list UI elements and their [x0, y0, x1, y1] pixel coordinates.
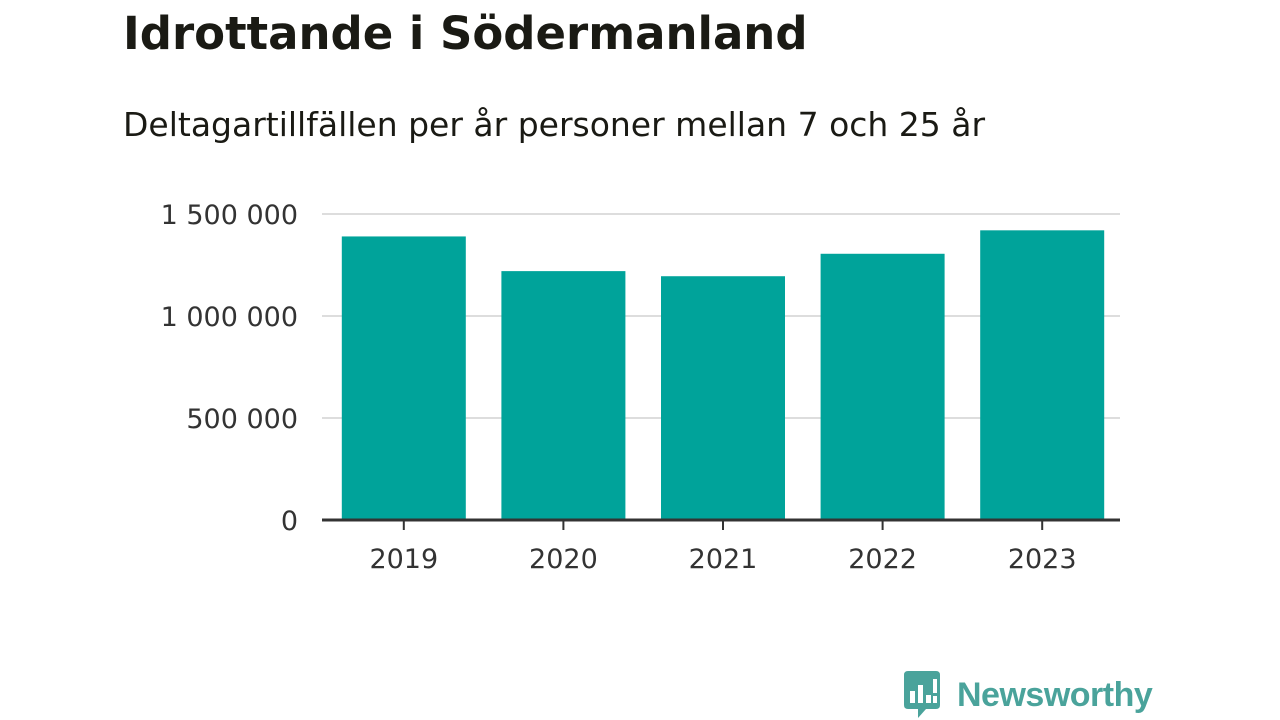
bar-chart: 0 500 000 1 000 000 1 500 000 2019 2020 2021 20…	[161, 200, 1120, 575]
chart-title: Idrottande i Södermanland	[123, 7, 808, 60]
x-tick-label: 2021	[689, 544, 758, 575]
bar	[820, 253, 945, 520]
y-tick-label: 0	[281, 506, 298, 537]
brand-name: Newsworthy	[957, 675, 1153, 714]
x-tick-label: 2022	[848, 544, 917, 575]
x-tick-label: 2019	[369, 544, 438, 575]
bar	[661, 276, 785, 520]
brand-logo: Newsworthy	[902, 670, 1153, 720]
bar	[341, 236, 466, 520]
chart-subtitle: Deltagartillfällen per år personer mella…	[123, 105, 986, 144]
y-tick-label: 500 000	[186, 404, 298, 435]
y-tick-label: 1 500 000	[161, 200, 298, 231]
newsworthy-logo-icon	[904, 671, 940, 718]
bar	[980, 230, 1105, 520]
y-tick-label: 1 000 000	[161, 302, 298, 333]
bar	[501, 271, 626, 520]
x-tick-label: 2023	[1008, 544, 1077, 575]
x-tick-label: 2020	[529, 544, 598, 575]
